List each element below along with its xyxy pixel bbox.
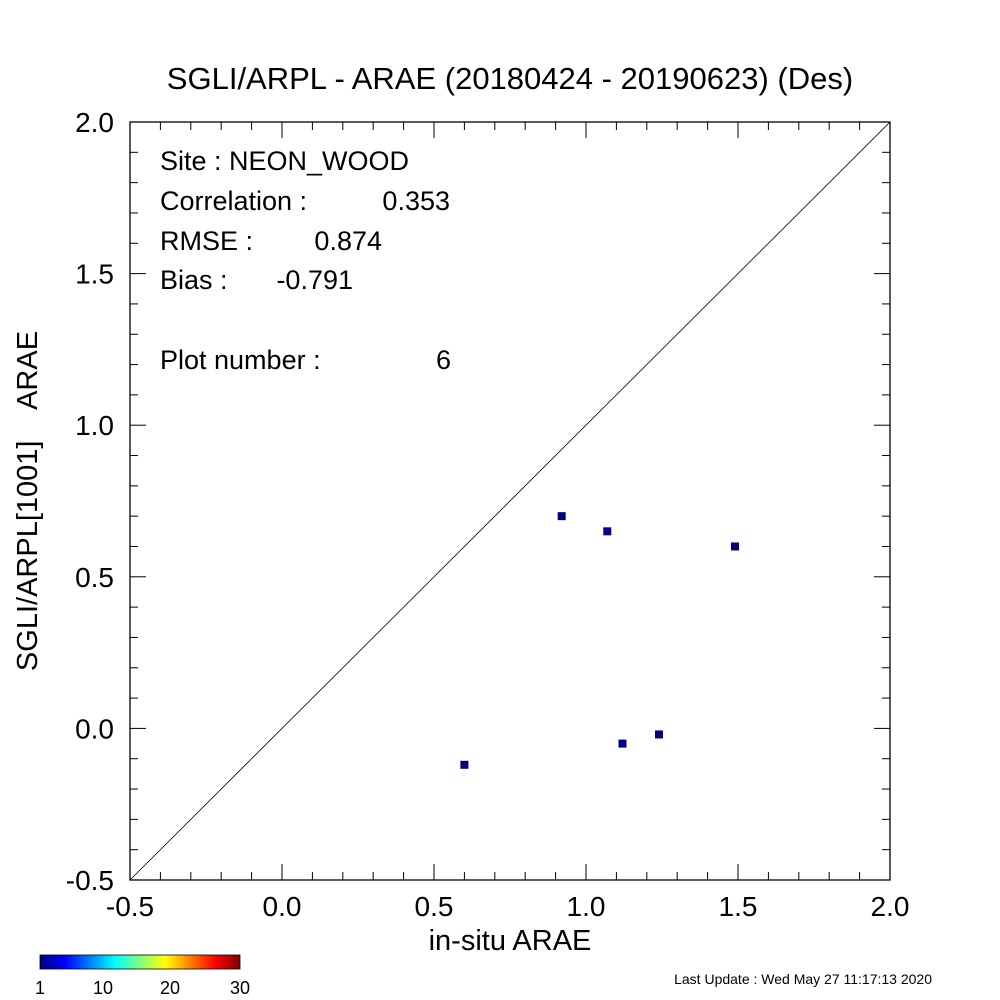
colorbar-gradient [39, 954, 241, 970]
plot-number-value: 6 [436, 345, 451, 375]
y-tick-label: 2.0 [75, 107, 114, 138]
chart-title: SGLI/ARPL - ARAE (20180424 - 20190623) (… [167, 61, 853, 96]
rmse-label: RMSE : [160, 226, 253, 256]
x-tick-label: 2.0 [871, 891, 910, 922]
x-tick-label: 0.0 [263, 891, 302, 922]
x-tick-label: 1.5 [719, 891, 758, 922]
colorbar: 1 10 20 30 [35, 954, 250, 998]
correlation-label: Correlation : [160, 186, 307, 216]
y-tick-label: 0.0 [75, 713, 114, 744]
bias-label: Bias : [160, 265, 228, 295]
colorbar-tick-label: 20 [160, 978, 180, 998]
x-tick-label: 0.5 [415, 891, 454, 922]
colorbar-labels: 1 10 20 30 [35, 978, 250, 998]
y-tick-label: 0.5 [75, 562, 114, 593]
data-point [460, 760, 469, 769]
plot-number-label: Plot number : [160, 345, 321, 375]
x-tick-label: -0.5 [106, 891, 154, 922]
data-point [603, 527, 612, 536]
y-axis-label: SGLI/ARPL[1001] ARAE [12, 331, 44, 671]
data-points [460, 512, 739, 769]
one-to-one-line [129, 121, 891, 881]
correlation-value: 0.353 [382, 186, 450, 216]
last-update-footer: Last Update : Wed May 27 11:17:13 2020 [674, 971, 932, 987]
data-point [730, 542, 739, 551]
colorbar-tick-label: 10 [93, 978, 113, 998]
axis-ticks [129, 121, 891, 881]
colorbar-tick-label: 1 [35, 978, 45, 998]
y-tick-labels: -0.5 0.0 0.5 1.0 1.5 2.0 [66, 107, 114, 896]
x-tick-label: 1.0 [567, 891, 606, 922]
stats-box: Site : NEON_WOOD Correlation : 0.353 RMS… [160, 146, 451, 375]
y-tick-label: 1.5 [75, 259, 114, 290]
plot-frame [129, 121, 891, 881]
site-label: Site : NEON_WOOD [160, 146, 409, 176]
bias-value: -0.791 [276, 265, 353, 295]
x-tick-labels: -0.5 0.0 0.5 1.0 1.5 2.0 [106, 891, 910, 922]
data-point [557, 512, 566, 521]
x-axis-label: in-situ ARAE [429, 925, 592, 957]
colorbar-tick-label: 30 [230, 978, 250, 998]
data-point [654, 730, 663, 739]
data-point [618, 739, 627, 748]
y-tick-label: -0.5 [66, 865, 114, 896]
rmse-value: 0.874 [314, 226, 382, 256]
y-tick-label: 1.0 [75, 410, 114, 441]
